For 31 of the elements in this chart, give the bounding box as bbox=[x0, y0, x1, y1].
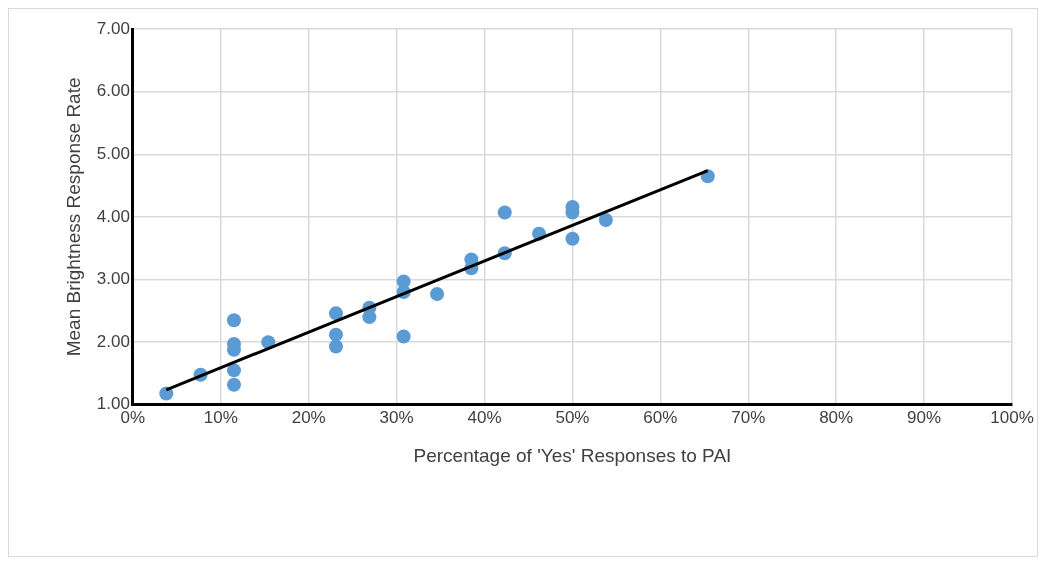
y-tick-label: 2.00 bbox=[96, 331, 130, 351]
point bbox=[565, 231, 580, 246]
point bbox=[328, 306, 343, 321]
point bbox=[430, 286, 445, 301]
x-tick-label: 60% bbox=[643, 407, 678, 427]
point bbox=[226, 363, 241, 378]
y-tick-label: 3.00 bbox=[96, 269, 130, 289]
point bbox=[226, 377, 241, 392]
x-tick-label: 20% bbox=[291, 407, 326, 427]
point bbox=[362, 310, 377, 325]
point bbox=[328, 339, 343, 354]
point bbox=[396, 329, 411, 344]
x-tick-label: 40% bbox=[467, 407, 502, 427]
x-tick-label: 100% bbox=[990, 407, 1034, 427]
y-tick-label: 7.00 bbox=[96, 18, 130, 38]
x-tick-label: 30% bbox=[379, 407, 414, 427]
x-tick-label: 90% bbox=[907, 407, 942, 427]
x-tick-label: 80% bbox=[819, 407, 854, 427]
y-tick-label: 4.00 bbox=[96, 206, 130, 226]
y-axis-title: Mean Brightness Response Rate bbox=[62, 77, 84, 357]
x-tick-label: 10% bbox=[203, 407, 238, 427]
x-tick-label: 50% bbox=[555, 407, 590, 427]
point bbox=[159, 386, 174, 401]
y-tick-label: 6.00 bbox=[96, 81, 130, 101]
point bbox=[598, 213, 613, 228]
x-axis-title: Percentage of 'Yes' Responses to PAI bbox=[413, 444, 732, 466]
point bbox=[226, 313, 241, 328]
point bbox=[497, 205, 512, 220]
x-tick-label: 70% bbox=[731, 407, 766, 427]
y-tick-label: 5.00 bbox=[96, 143, 130, 163]
point bbox=[328, 327, 343, 342]
